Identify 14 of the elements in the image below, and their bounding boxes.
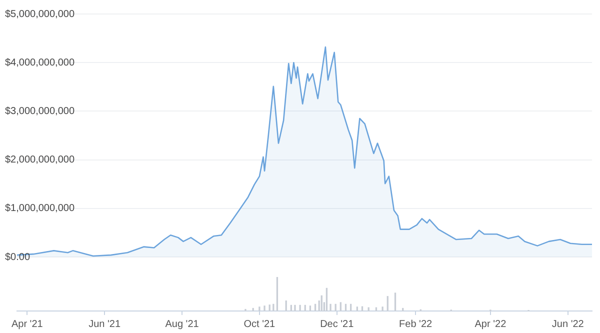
x-tick-label: Feb '22 [399, 318, 433, 330]
x-tick-label: Apr '21 [11, 318, 44, 330]
y-tick-label: $4,000,000,000 [5, 57, 75, 68]
y-tick-label: $2,000,000,000 [5, 154, 75, 166]
y-tick-label: $3,000,000,000 [5, 106, 75, 117]
x-tick-label: Apr '22 [474, 318, 507, 330]
y-tick-label: $1,000,000,000 [5, 203, 75, 214]
y-tick-label: $0.00 [5, 252, 30, 263]
x-tick-label: Oct '21 [244, 318, 276, 330]
x-tick-label: Dec '21 [320, 318, 354, 330]
x-tick-label: Jun '22 [552, 318, 584, 330]
y-tick-label: $5,000,000,000 [5, 8, 75, 20]
x-tick-label: Jun '21 [88, 318, 121, 330]
x-tick-label: Aug '21 [165, 318, 200, 330]
